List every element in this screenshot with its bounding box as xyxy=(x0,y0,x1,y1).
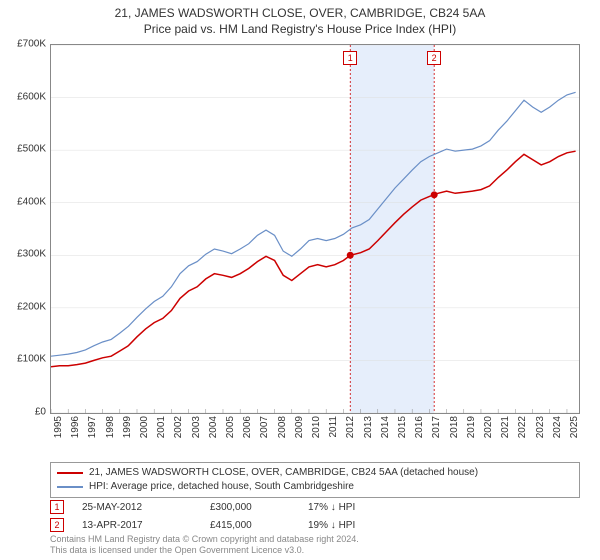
x-tick-label: 2008 xyxy=(277,416,288,438)
shaded-band xyxy=(350,45,434,413)
x-tick-label: 2011 xyxy=(328,416,339,438)
footer: Contains HM Land Registry data © Crown c… xyxy=(50,534,580,556)
x-tick-label: 2017 xyxy=(431,416,442,438)
title-sub: Price paid vs. HM Land Registry's House … xyxy=(0,22,600,36)
sales-date: 25-MAY-2012 xyxy=(82,502,192,513)
y-axis: £0£100K£200K£300K£400K£500K£600K£700K xyxy=(0,44,48,414)
x-tick-label: 1998 xyxy=(105,416,116,438)
y-tick-label: £700K xyxy=(17,39,46,50)
y-tick-label: £100K xyxy=(17,354,46,365)
x-tick-label: 2024 xyxy=(552,416,563,438)
series-hpi xyxy=(51,92,576,356)
x-tick-label: 2006 xyxy=(242,416,253,438)
x-tick-label: 2002 xyxy=(173,416,184,438)
sales-row: 1 25-MAY-2012 £300,000 17% ↓ HPI xyxy=(50,498,580,516)
x-tick-label: 1996 xyxy=(70,416,81,438)
chart-area: 12 xyxy=(50,44,580,414)
x-tick-label: 2007 xyxy=(259,416,270,438)
event-marker-box: 2 xyxy=(427,51,441,65)
y-tick-label: £600K xyxy=(17,91,46,102)
legend-label: 21, JAMES WADSWORTH CLOSE, OVER, CAMBRID… xyxy=(89,466,478,480)
x-tick-label: 2015 xyxy=(397,416,408,438)
sales-marker: 2 xyxy=(50,518,64,532)
event-marker-box: 1 xyxy=(343,51,357,65)
sales-diff: 17% ↓ HPI xyxy=(308,502,398,513)
x-tick-label: 2010 xyxy=(311,416,322,438)
x-tick-label: 2021 xyxy=(500,416,511,438)
x-tick-label: 2025 xyxy=(569,416,580,438)
x-tick-label: 2012 xyxy=(345,416,356,438)
x-tick-label: 2014 xyxy=(380,416,391,438)
legend-swatch xyxy=(57,486,83,488)
x-tick-label: 2020 xyxy=(483,416,494,438)
legend-label: HPI: Average price, detached house, Sout… xyxy=(89,480,354,494)
x-tick-label: 2004 xyxy=(208,416,219,438)
x-axis: 1995 1996 1997 1998 1999 2000 2001 2002 2003 2004… xyxy=(50,416,580,460)
x-tick-label: 2016 xyxy=(414,416,425,438)
x-tick-label: 2000 xyxy=(139,416,150,438)
sales-price: £300,000 xyxy=(210,502,290,513)
x-tick-label: 2003 xyxy=(191,416,202,438)
x-tick-label: 2023 xyxy=(535,416,546,438)
legend: 21, JAMES WADSWORTH CLOSE, OVER, CAMBRID… xyxy=(50,462,580,498)
sales-price: £415,000 xyxy=(210,520,290,531)
sales-date: 13-APR-2017 xyxy=(82,520,192,531)
sales-marker: 1 xyxy=(50,500,64,514)
legend-swatch xyxy=(57,472,83,474)
y-tick-label: £400K xyxy=(17,196,46,207)
x-tick-label: 2022 xyxy=(517,416,528,438)
footer-line1: Contains HM Land Registry data © Crown c… xyxy=(50,534,580,545)
chart-container: 21, JAMES WADSWORTH CLOSE, OVER, CAMBRID… xyxy=(0,0,600,560)
y-tick-label: £0 xyxy=(35,407,46,418)
y-tick-label: £200K xyxy=(17,301,46,312)
x-tick-label: 2018 xyxy=(449,416,460,438)
y-tick-label: £300K xyxy=(17,249,46,260)
x-tick-label: 1997 xyxy=(87,416,98,438)
x-tick-label: 1999 xyxy=(122,416,133,438)
x-tick-label: 2001 xyxy=(156,416,167,438)
sales-row: 2 13-APR-2017 £415,000 19% ↓ HPI xyxy=(50,516,580,534)
titles: 21, JAMES WADSWORTH CLOSE, OVER, CAMBRID… xyxy=(0,0,600,36)
x-tick-label: 1995 xyxy=(53,416,64,438)
footer-line2: This data is licensed under the Open Gov… xyxy=(50,545,580,556)
x-tick-label: 2005 xyxy=(225,416,236,438)
title-main: 21, JAMES WADSWORTH CLOSE, OVER, CAMBRID… xyxy=(0,6,600,20)
x-tick-label: 2013 xyxy=(363,416,374,438)
x-tick-label: 2009 xyxy=(294,416,305,438)
series-price_paid xyxy=(51,151,576,367)
x-tick-label: 2019 xyxy=(466,416,477,438)
plot-svg xyxy=(51,45,579,413)
sales-diff: 19% ↓ HPI xyxy=(308,520,398,531)
y-tick-label: £500K xyxy=(17,144,46,155)
legend-row: HPI: Average price, detached house, Sout… xyxy=(57,480,573,494)
sales-table: 1 25-MAY-2012 £300,000 17% ↓ HPI 2 13-APR-201… xyxy=(50,498,580,534)
legend-row: 21, JAMES WADSWORTH CLOSE, OVER, CAMBRID… xyxy=(57,466,573,480)
